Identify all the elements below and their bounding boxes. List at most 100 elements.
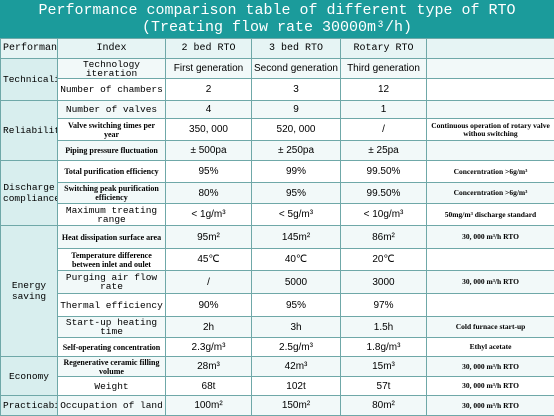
index-cell: Technology iteration [58, 59, 166, 79]
note-cell [427, 294, 554, 317]
index-cell: Piping pressure fluctuation [58, 141, 166, 161]
note-cell: 30, 000 m³/h RTO [427, 226, 554, 249]
note-cell: Ethyl acetate [427, 338, 554, 357]
index-cell: Self-operating concentration [58, 338, 166, 357]
value-cell: / [166, 271, 252, 294]
value-cell: 99% [252, 161, 341, 183]
index-cell: Regenerative ceramic filling volume [58, 357, 166, 377]
value-cell: 2.3g/m³ [166, 338, 252, 357]
value-cell: 102t [252, 377, 341, 396]
value-cell: 2.5g/m³ [252, 338, 341, 357]
header-cell: Performance [1, 39, 58, 59]
index-cell: Purging air flow rate [58, 271, 166, 294]
value-cell: ± 500pa [166, 141, 252, 161]
index-cell: Number of chambers [58, 79, 166, 101]
group-label: Energy saving [1, 226, 58, 357]
header-cell [427, 39, 554, 59]
note-cell: 30, 000 m³/h RTO [427, 271, 554, 294]
value-cell: 45℃ [166, 249, 252, 271]
value-cell: 12 [341, 79, 427, 101]
header-cell: 3 bed RTO [252, 39, 341, 59]
index-cell: Thermal efficiency [58, 294, 166, 317]
index-cell: Temperature difference between inlet and… [58, 249, 166, 271]
note-cell: Concerntration >6g/m³ [427, 183, 554, 204]
value-cell: 86m² [341, 226, 427, 249]
value-cell: 1.5h [341, 317, 427, 338]
value-cell: 28m³ [166, 357, 252, 377]
group-label: Technicality [1, 59, 58, 101]
value-cell: 15m³ [341, 357, 427, 377]
value-cell: 99.50% [341, 183, 427, 204]
note-cell: Cold furnace start-up [427, 317, 554, 338]
value-cell: 1 [341, 101, 427, 119]
value-cell: 20℃ [341, 249, 427, 271]
value-cell: ± 250pa [252, 141, 341, 161]
index-cell: Weight [58, 377, 166, 396]
row: Temperature difference between inlet and… [1, 249, 554, 271]
value-cell: 40℃ [252, 249, 341, 271]
title-bar: Performance comparison table of differen… [0, 0, 554, 38]
value-cell: 80m² [341, 396, 427, 416]
note-cell: 30, 000 m³/h RTO [427, 396, 554, 416]
value-cell: 68t [166, 377, 252, 396]
value-cell: 4 [166, 101, 252, 119]
index-cell: Start-up heating time [58, 317, 166, 338]
value-cell: 80% [166, 183, 252, 204]
value-cell: 99.50% [341, 161, 427, 183]
value-cell: < 10g/m³ [341, 204, 427, 226]
value-cell: < 5g/m³ [252, 204, 341, 226]
note-cell: 30, 000 m³/h RTO [427, 357, 554, 377]
value-cell: 100m² [166, 396, 252, 416]
value-cell: 3 [252, 79, 341, 101]
note-cell [427, 141, 554, 161]
note-cell [427, 59, 554, 79]
note-cell: 30, 000 m³/h RTO [427, 377, 554, 396]
value-cell: 3h [252, 317, 341, 338]
value-cell: 95% [252, 294, 341, 317]
value-cell: 90% [166, 294, 252, 317]
subtitle: (Treating flow rate 30000m³/h) [0, 19, 554, 36]
note-cell: 50mg/m³ discharge standard [427, 204, 554, 226]
index-cell: Number of valves [58, 101, 166, 119]
note-cell [427, 101, 554, 119]
value-cell: 145m² [252, 226, 341, 249]
value-cell: < 1g/m³ [166, 204, 252, 226]
index-cell: Switching peak purification efficiency [58, 183, 166, 204]
header-cell: Rotary RTO [341, 39, 427, 59]
index-cell: Valve switching times per year [58, 119, 166, 141]
index-cell: Maximum treating range [58, 204, 166, 226]
group-label: Economy [1, 357, 58, 396]
index-cell: Occupation of land [58, 396, 166, 416]
value-cell: 95% [166, 161, 252, 183]
row: Maximum treating range< 1g/m³< 5g/m³< 10… [1, 204, 554, 226]
note-cell [427, 249, 554, 271]
value-cell: First generation [166, 59, 252, 79]
value-cell: 1.8g/m³ [341, 338, 427, 357]
value-cell: 95% [252, 183, 341, 204]
value-cell: 57t [341, 377, 427, 396]
group-label: Practicability [1, 396, 58, 416]
value-cell: / [341, 119, 427, 141]
value-cell: 350, 000 [166, 119, 252, 141]
value-cell: 2h [166, 317, 252, 338]
value-cell: 42m³ [252, 357, 341, 377]
value-cell: 95m² [166, 226, 252, 249]
value-cell: 150m² [252, 396, 341, 416]
note-cell: Continuous operation of rotary valve wit… [427, 119, 554, 141]
note-cell: Concerntration >6g/m³ [427, 161, 554, 183]
note-cell [427, 79, 554, 101]
value-cell: 5000 [252, 271, 341, 294]
value-cell: Second generation [252, 59, 341, 79]
value-cell: 97% [341, 294, 427, 317]
value-cell: 3000 [341, 271, 427, 294]
